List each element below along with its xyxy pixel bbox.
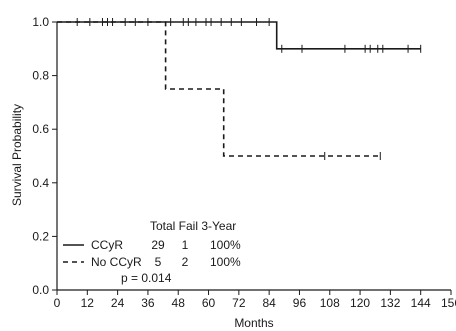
legend-fail-ccyr: 1 [182,238,189,252]
x-tick-label: 72 [232,296,246,310]
x-axis-label: Months [234,316,273,330]
legend-3year-ccyr: 100% [210,238,241,252]
x-tick-label: 48 [172,296,186,310]
legend: Total Fail 3-Year CCyR 29 1 100% No CCyR… [63,219,241,285]
x-tick-label: 60 [202,296,216,310]
p-value: p = 0.014 [121,271,172,285]
x-tick-label: 156 [441,296,456,310]
x-tick-label: 120 [350,296,370,310]
y-tick-label: 1.0 [32,15,49,29]
x-tick-label: 84 [262,296,276,310]
y-tick-label: 0.6 [32,122,49,136]
x-tick-label: 144 [411,296,431,310]
x-tick-label: 108 [320,296,340,310]
y-tick-label: 0.8 [32,69,49,83]
x-tick-label: 132 [380,296,400,310]
y-tick-label: 0.2 [32,229,49,243]
x-tick-label: 12 [81,296,95,310]
legend-fail-no-ccyr: 2 [182,255,189,269]
legend-label-no-ccyr: No CCyR [91,255,142,269]
survival-curve-no-ccyr [57,21,381,157]
x-tick-label: 0 [54,296,61,310]
x-tick-label: 24 [111,296,125,310]
legend-total-no-ccyr: 5 [155,255,162,269]
legend-total-ccyr: 29 [151,238,165,252]
y-tick-label: 0.4 [32,176,49,190]
legend-header: Total Fail 3-Year [150,219,236,233]
y-tick-label: 0.0 [32,283,49,297]
legend-label-ccyr: CCyR [91,238,123,252]
survival-curve-ccyr [57,21,421,50]
plot-area: 012243648607284961081201321441560.00.20.… [32,15,456,310]
x-tick-label: 36 [141,296,155,310]
legend-3year-no-ccyr: 100% [210,255,241,269]
x-tick-label: 96 [293,296,307,310]
y-axis-label: Survival Probability [10,104,24,206]
